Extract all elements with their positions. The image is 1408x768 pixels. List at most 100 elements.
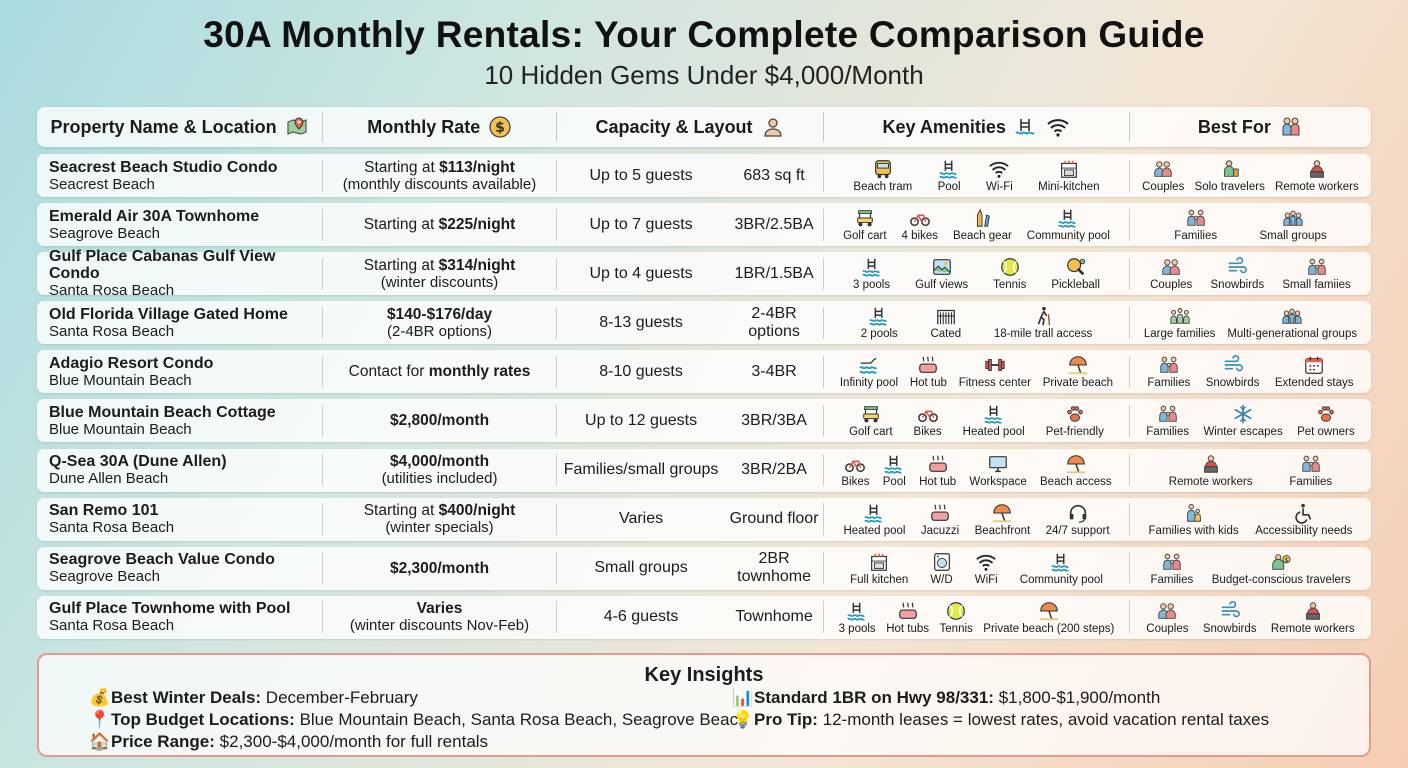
- pin-icon: 📍: [89, 710, 111, 729]
- table-row: Blue Mountain Beach Cottage Blue Mountain…: [37, 399, 1371, 443]
- amenity-item: Workspace: [969, 453, 1027, 488]
- table-row: Old Florida Village Gated Home Santa Rosa…: [37, 301, 1371, 345]
- wifi-icon: [989, 161, 1010, 178]
- group-icon: [1282, 308, 1302, 325]
- best-for-item: Winter escapes: [1203, 403, 1283, 438]
- layout: 3BR/3BA: [741, 411, 807, 429]
- amenities-cell: 3 pools Gulf views Tennis Pickleball: [824, 256, 1129, 291]
- amenity-label: Workspace: [969, 475, 1027, 488]
- guest-capacity: Small groups: [594, 559, 688, 577]
- paw-icon: [1318, 406, 1334, 423]
- best-for-cell: Families with kids Accessibility needs: [1130, 502, 1371, 537]
- property-cell: Seagrove Beach Value Condo Seagrove Beach: [37, 551, 322, 585]
- amenities-cell: Golf cart 4 bikes Beach gear Community pool: [824, 207, 1129, 242]
- amenity-item: 4 bikes: [902, 207, 938, 242]
- amenity-item: Tennis: [940, 600, 973, 635]
- insight-label: Best Winter Deals:: [111, 688, 262, 707]
- amenity-item: Wi-Fi: [986, 158, 1013, 193]
- key-insights-panel: Key Insights 💰Best Winter Deals: Decembe…: [37, 653, 1371, 757]
- amenity-label: W/D: [930, 573, 953, 586]
- layout: 683 sq ft: [743, 166, 805, 184]
- rate-main: Contact for monthly rates: [348, 363, 531, 381]
- capacity-cell: Families/small groups 3BR/2BA: [557, 461, 823, 479]
- tennis-icon: [1000, 258, 1019, 277]
- insight-item: 🏠Price Range: $2,300-$4,000/month for fu…: [89, 732, 488, 752]
- amenity-item: Heated pool: [963, 403, 1025, 438]
- property-cell: Q-Sea 30A (Dune Allen) Dune Allen Beach: [37, 453, 322, 487]
- property-location: Santa Rosa Beach: [49, 519, 175, 537]
- best-for-item: Large families: [1144, 305, 1215, 340]
- rate-main: Starting at $225/night: [363, 216, 516, 234]
- best-for-label: Families: [1147, 377, 1191, 390]
- headset-icon: [1069, 504, 1086, 523]
- amenity-label: Golf cart: [843, 230, 887, 243]
- capacity-cell: Small groups 2BR townhome: [557, 550, 823, 586]
- rate-main: Starting at $400/night: [363, 502, 516, 520]
- hiker-icon: [1037, 307, 1051, 326]
- amenities-cell: Full kitchen W/D WiFi Community pool: [824, 551, 1129, 586]
- rate-main: $2,800/month: [389, 412, 490, 430]
- layout: 3BR/2.5BA: [734, 215, 814, 233]
- amenity-label: Private beach (200 steps): [983, 622, 1115, 635]
- amenity-label: 18-mile trall access: [993, 328, 1093, 341]
- insight-label: Pro Tip:: [754, 710, 818, 729]
- amenity-item: Pool: [883, 453, 906, 488]
- property-name: Emerald Air 30A Townhome: [49, 207, 260, 225]
- amenity-label: Pickleball: [1051, 279, 1100, 292]
- calendar-icon: [1305, 357, 1324, 375]
- best-for-item: Extended stays: [1275, 354, 1354, 389]
- amenity-label: Pool: [937, 181, 961, 193]
- property-location: Dune Allen Beach: [49, 470, 169, 488]
- best-for-item: Remote workers: [1169, 453, 1252, 488]
- hot-tub-icon: [931, 504, 949, 521]
- amenity-label: Beach access: [1040, 475, 1112, 488]
- amenity-label: Hot tubs: [886, 622, 930, 635]
- amenity-label: Heated pool: [962, 426, 1025, 439]
- rate-cell: $2,800/month: [323, 412, 556, 429]
- wifi-icon: [1047, 119, 1069, 137]
- group-icon: [1283, 210, 1303, 226]
- best-for-label: Snowbirds: [1205, 377, 1260, 390]
- rate-cell: Contact for monthly rates: [323, 363, 556, 380]
- pool-icon: [869, 308, 888, 326]
- amenity-label: Wi-Fi: [985, 181, 1013, 193]
- property-name: Seacrest Beach Studio Condo: [49, 158, 278, 176]
- amenities-cell: Infinity pool Hot tub Fitness center Privat…: [824, 354, 1129, 389]
- amenities-cell: Beach tram Pool Wi-Fi Mini-kitchen: [824, 158, 1129, 193]
- insight-text: $2,300-$4,000/month for full rentals: [214, 732, 489, 751]
- family-icon: [1302, 455, 1320, 472]
- amenity-item: 18-mile trall access: [994, 305, 1092, 340]
- golf-cart-icon: [863, 406, 879, 423]
- layout: 3-4BR: [751, 362, 797, 380]
- pool-icon: [884, 455, 903, 474]
- amenity-item: Jacuzzi: [921, 502, 959, 537]
- property-location: Blue Mountain Beach: [49, 371, 192, 389]
- amenity-item: Hot tubs: [886, 600, 929, 635]
- rate-main: $2,300/month: [389, 559, 490, 577]
- header-best-for-label: Best For: [1197, 116, 1271, 137]
- amenity-label: Gulf views: [915, 279, 969, 292]
- rate-cell: Starting at $225/night: [323, 216, 556, 233]
- insight-item: 📍Top Budget Locations: Blue Mountain Bea…: [89, 710, 748, 730]
- rate-cell: Starting at $113/night (monthly discounts…: [323, 159, 556, 193]
- insight-text: 12-month leases = lowest rates, avoid va…: [817, 710, 1270, 729]
- best-for-cell: Families $ Budget-conscious travelers: [1130, 551, 1371, 586]
- header-best-for: Best For: [1130, 107, 1371, 147]
- header-property-label: Property Name & Location: [50, 116, 277, 137]
- best-for-item: Families with kids: [1149, 502, 1239, 537]
- umbrella-icon: [993, 503, 1012, 522]
- pool-icon: [864, 504, 883, 523]
- property-cell: Gulf Place Townhome with Pool Santa Rosa …: [37, 600, 322, 634]
- best-for-cell: Couples Solo travelers Remote workers: [1130, 158, 1371, 193]
- guest-capacity: Up to 7 guests: [589, 215, 693, 233]
- table-row: Gulf Place Townhome with Pool Santa Rosa …: [37, 595, 1371, 639]
- best-for-item: Snowbirds: [1203, 600, 1257, 635]
- amenities-cell: 3 pools Hot tubs Tennis Private beach (200 …: [824, 600, 1129, 635]
- property-location: Seagrove Beach: [49, 568, 160, 586]
- best-for-label: Extended stays: [1274, 377, 1354, 390]
- best-for-label: Snowbirds: [1202, 622, 1257, 635]
- amenity-label: Pool: [882, 475, 906, 488]
- umbrella-icon: [1068, 356, 1088, 375]
- family-icon: [1158, 406, 1177, 423]
- amenity-item: Golf cart: [849, 403, 893, 438]
